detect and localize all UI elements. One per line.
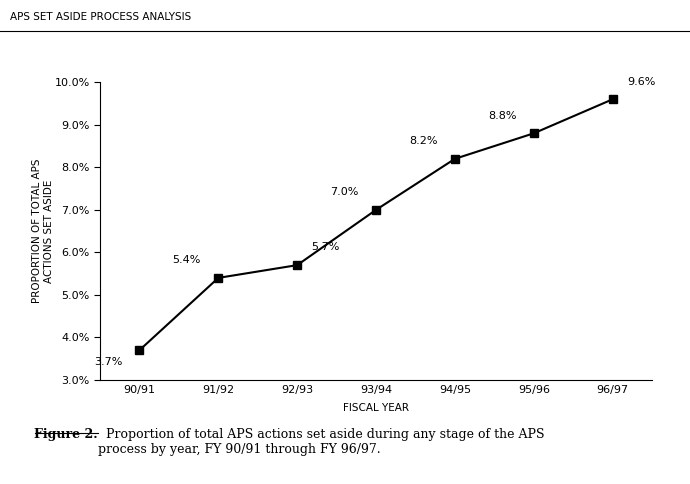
Text: Proportion of total APS actions set aside during any stage of the APS
process by: Proportion of total APS actions set asid… <box>98 428 544 456</box>
Text: 8.8%: 8.8% <box>488 110 516 121</box>
Text: 8.2%: 8.2% <box>409 136 437 146</box>
Text: 7.0%: 7.0% <box>331 187 359 197</box>
Text: Figure 2.: Figure 2. <box>34 428 98 441</box>
Text: 5.7%: 5.7% <box>311 242 339 252</box>
Text: 9.6%: 9.6% <box>627 76 655 87</box>
Text: APS SET ASIDE PROCESS ANALYSIS: APS SET ASIDE PROCESS ANALYSIS <box>10 12 192 22</box>
X-axis label: FISCAL YEAR: FISCAL YEAR <box>343 403 409 413</box>
Y-axis label: PROPORTION OF TOTAL APS
ACTIONS SET ASIDE: PROPORTION OF TOTAL APS ACTIONS SET ASID… <box>32 159 54 303</box>
Text: 5.4%: 5.4% <box>172 255 201 265</box>
Text: 3.7%: 3.7% <box>94 357 122 367</box>
